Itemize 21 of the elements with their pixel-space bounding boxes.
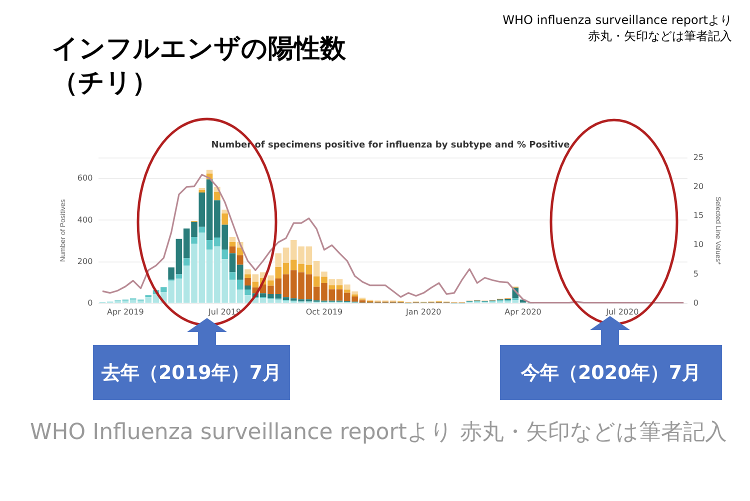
y-tick-label: 600 bbox=[77, 174, 93, 183]
x-tick-label: Apr 2019 bbox=[107, 307, 144, 316]
y2-tick-label: 20 bbox=[693, 182, 704, 191]
y2-tick-label: 25 bbox=[693, 152, 704, 162]
x-tick-label: Apr 2020 bbox=[504, 307, 542, 316]
y-tick-label: 400 bbox=[77, 215, 93, 224]
x-tick-label: Oct 2019 bbox=[306, 307, 343, 316]
y-tick-label: 0 bbox=[88, 298, 93, 308]
text: WHO Influenza surveillance reportより 赤丸・矢印などは筆者記入 bbox=[30, 420, 728, 446]
y2-tick-label: 5 bbox=[693, 269, 699, 278]
y-tick-label: 200 bbox=[77, 256, 93, 266]
text: WHO influenza surveillance reportより赤丸・矢印などは筆者記入 bbox=[502, 12, 732, 44]
x-tick-label: Jan 2020 bbox=[405, 307, 442, 316]
text: 去年（2019年）7月 bbox=[93, 345, 290, 400]
y2-tick-label: 0 bbox=[693, 298, 699, 308]
y2-tick-label: 10 bbox=[693, 240, 704, 250]
chart-subtitle: Number of specimens positive for influenza by subtype and % Positive bbox=[211, 140, 570, 151]
text: 今年（2020年）7月 bbox=[500, 345, 722, 400]
x-tick-label: Jul 2020 bbox=[605, 307, 639, 316]
chart-title: インフルエンザの陽性数（チリ） bbox=[52, 33, 347, 100]
y2-tick-label: 15 bbox=[693, 211, 704, 220]
